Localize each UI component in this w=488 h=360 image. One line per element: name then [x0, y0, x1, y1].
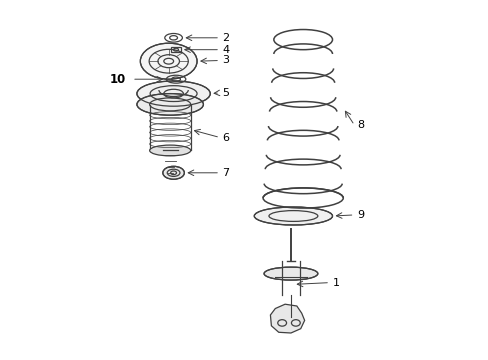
Text: 1: 1: [332, 278, 339, 288]
Ellipse shape: [137, 81, 210, 106]
Text: 5: 5: [222, 88, 229, 98]
Bar: [171, 47, 181, 52]
Ellipse shape: [149, 145, 190, 156]
Text: 6: 6: [222, 132, 229, 143]
Text: 9: 9: [356, 210, 364, 220]
Text: 8: 8: [356, 120, 364, 130]
Text: 4: 4: [222, 45, 229, 55]
Text: 10: 10: [110, 73, 126, 86]
Text: 7: 7: [222, 168, 229, 178]
Ellipse shape: [163, 166, 184, 179]
Ellipse shape: [254, 207, 332, 225]
Polygon shape: [270, 304, 304, 333]
Text: 2: 2: [222, 33, 229, 43]
Ellipse shape: [137, 94, 203, 115]
Text: 3: 3: [222, 55, 229, 66]
Ellipse shape: [140, 43, 197, 79]
Ellipse shape: [264, 267, 317, 280]
